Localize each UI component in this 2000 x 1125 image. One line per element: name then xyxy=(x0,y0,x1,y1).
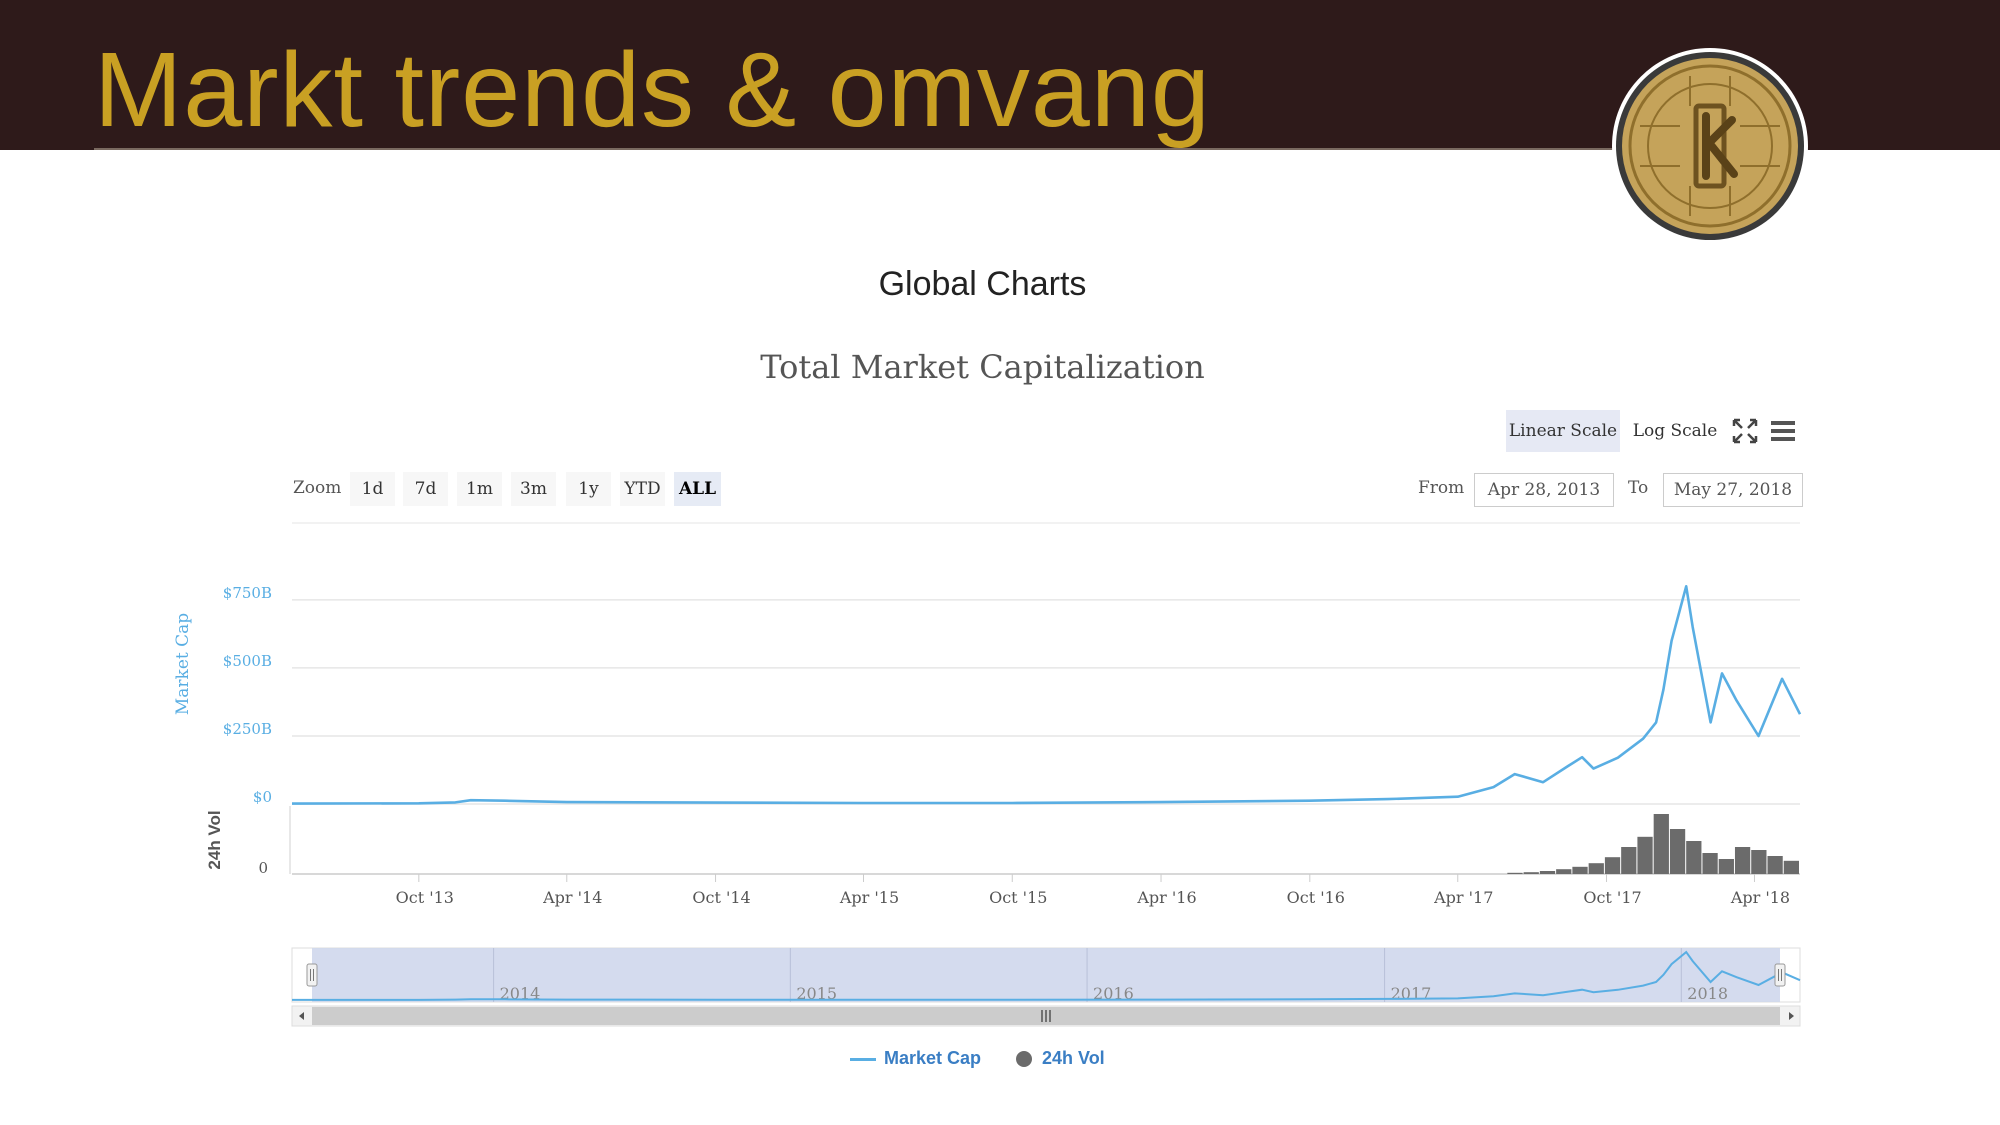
zoom-all-button[interactable]: ALL xyxy=(674,472,721,506)
y-tick-label: $750B xyxy=(223,584,272,602)
navigator-year-label: 2014 xyxy=(500,984,541,1003)
volume-bar xyxy=(1702,853,1718,874)
from-date-input[interactable]: Apr 28, 2013 xyxy=(1474,473,1614,507)
x-tick-label: Apr '16 xyxy=(1136,888,1196,907)
volume-bar xyxy=(1751,850,1767,874)
navigator-year-label: 2015 xyxy=(796,984,837,1003)
menu-icon[interactable] xyxy=(1768,416,1798,446)
to-date-input[interactable]: May 27, 2018 xyxy=(1663,473,1803,507)
zoom-7d-button[interactable]: 7d xyxy=(403,472,448,506)
volume-bar xyxy=(1653,814,1669,874)
navigator-year-label: 2018 xyxy=(1687,984,1728,1003)
volume-bar xyxy=(1669,829,1686,874)
coin-logo xyxy=(1612,48,1808,244)
volume-bar xyxy=(1588,863,1604,874)
volume-bar xyxy=(1637,836,1653,874)
navigator-year-label: 2017 xyxy=(1391,984,1432,1003)
x-tick-label: Apr '14 xyxy=(542,888,602,907)
volume-bar xyxy=(1686,841,1702,874)
volume-bar xyxy=(1556,869,1572,874)
y-tick-label: $500B xyxy=(223,652,272,670)
x-tick-label: Oct '14 xyxy=(692,888,750,907)
from-label: From xyxy=(1418,478,1465,498)
to-label: To xyxy=(1628,478,1649,498)
volume-bar xyxy=(1539,871,1556,874)
x-tick-label: Apr '18 xyxy=(1730,888,1790,907)
volume-bar xyxy=(1767,856,1783,874)
navigator-handle xyxy=(1774,963,1786,987)
y-axis-title: Market Cap xyxy=(173,613,193,715)
navigator-line xyxy=(292,950,1801,1001)
legend-market-cap[interactable]: Market Cap xyxy=(850,1048,981,1069)
volume-tick-label: 0 xyxy=(258,859,268,877)
volume-axis-title: 24h Vol xyxy=(205,810,224,869)
scrollbar-right-arrow xyxy=(1789,1012,1794,1020)
volume-bar xyxy=(1718,859,1734,874)
zoom-1m-button[interactable]: 1m xyxy=(457,472,502,506)
volume-bar xyxy=(1507,872,1523,874)
legend-24h-vol-label: 24h Vol xyxy=(1042,1048,1105,1068)
x-tick-label: Oct '17 xyxy=(1583,888,1641,907)
legend-market-cap-label: Market Cap xyxy=(884,1048,982,1068)
legend-24h-vol[interactable]: 24h Vol xyxy=(1016,1048,1105,1069)
chart-title: Total Market Capitalization xyxy=(760,348,1205,386)
y-tick-label: $0 xyxy=(253,788,272,806)
volume-bar xyxy=(1523,872,1539,874)
slide-title: Markt trends & omvang xyxy=(94,31,1211,149)
zoom-1d-button[interactable]: 1d xyxy=(350,472,395,506)
x-tick-label: Oct '15 xyxy=(989,888,1047,907)
zoom-1y-button[interactable]: 1y xyxy=(566,472,611,506)
x-tick-label: Oct '13 xyxy=(396,888,454,907)
zoom-ytd-button[interactable]: YTD xyxy=(620,472,665,506)
fullscreen-icon[interactable] xyxy=(1730,416,1760,446)
title-underline xyxy=(94,148,1614,150)
y-tick-label: $250B xyxy=(223,720,272,738)
market-cap-swatch xyxy=(850,1057,876,1061)
zoom-label: Zoom xyxy=(293,478,342,498)
volume-swatch xyxy=(1016,1051,1032,1068)
volume-bar xyxy=(1783,860,1799,874)
zoom-3m-button[interactable]: 3m xyxy=(511,472,556,506)
log-scale-button[interactable]: Log Scale xyxy=(1632,421,1718,441)
volume-bar xyxy=(1734,847,1751,874)
navigator-year-label: 2016 xyxy=(1093,984,1134,1003)
x-tick-label: Oct '16 xyxy=(1287,888,1345,907)
navigator-selection xyxy=(312,948,1780,1002)
linear-scale-button[interactable]: Linear Scale xyxy=(1506,410,1620,452)
global-charts-heading: Global Charts xyxy=(878,265,1087,303)
scrollbar-left-arrow xyxy=(299,1012,304,1020)
navigator-handle xyxy=(306,963,318,987)
volume-bar xyxy=(1621,847,1637,874)
volume-bar xyxy=(1604,857,1621,874)
x-tick-label: Apr '17 xyxy=(1433,888,1493,907)
volume-bar xyxy=(1572,866,1588,874)
scrollbar-grip xyxy=(1041,1010,1051,1022)
x-tick-label: Apr '15 xyxy=(839,888,899,907)
market-cap-line xyxy=(291,584,1802,805)
